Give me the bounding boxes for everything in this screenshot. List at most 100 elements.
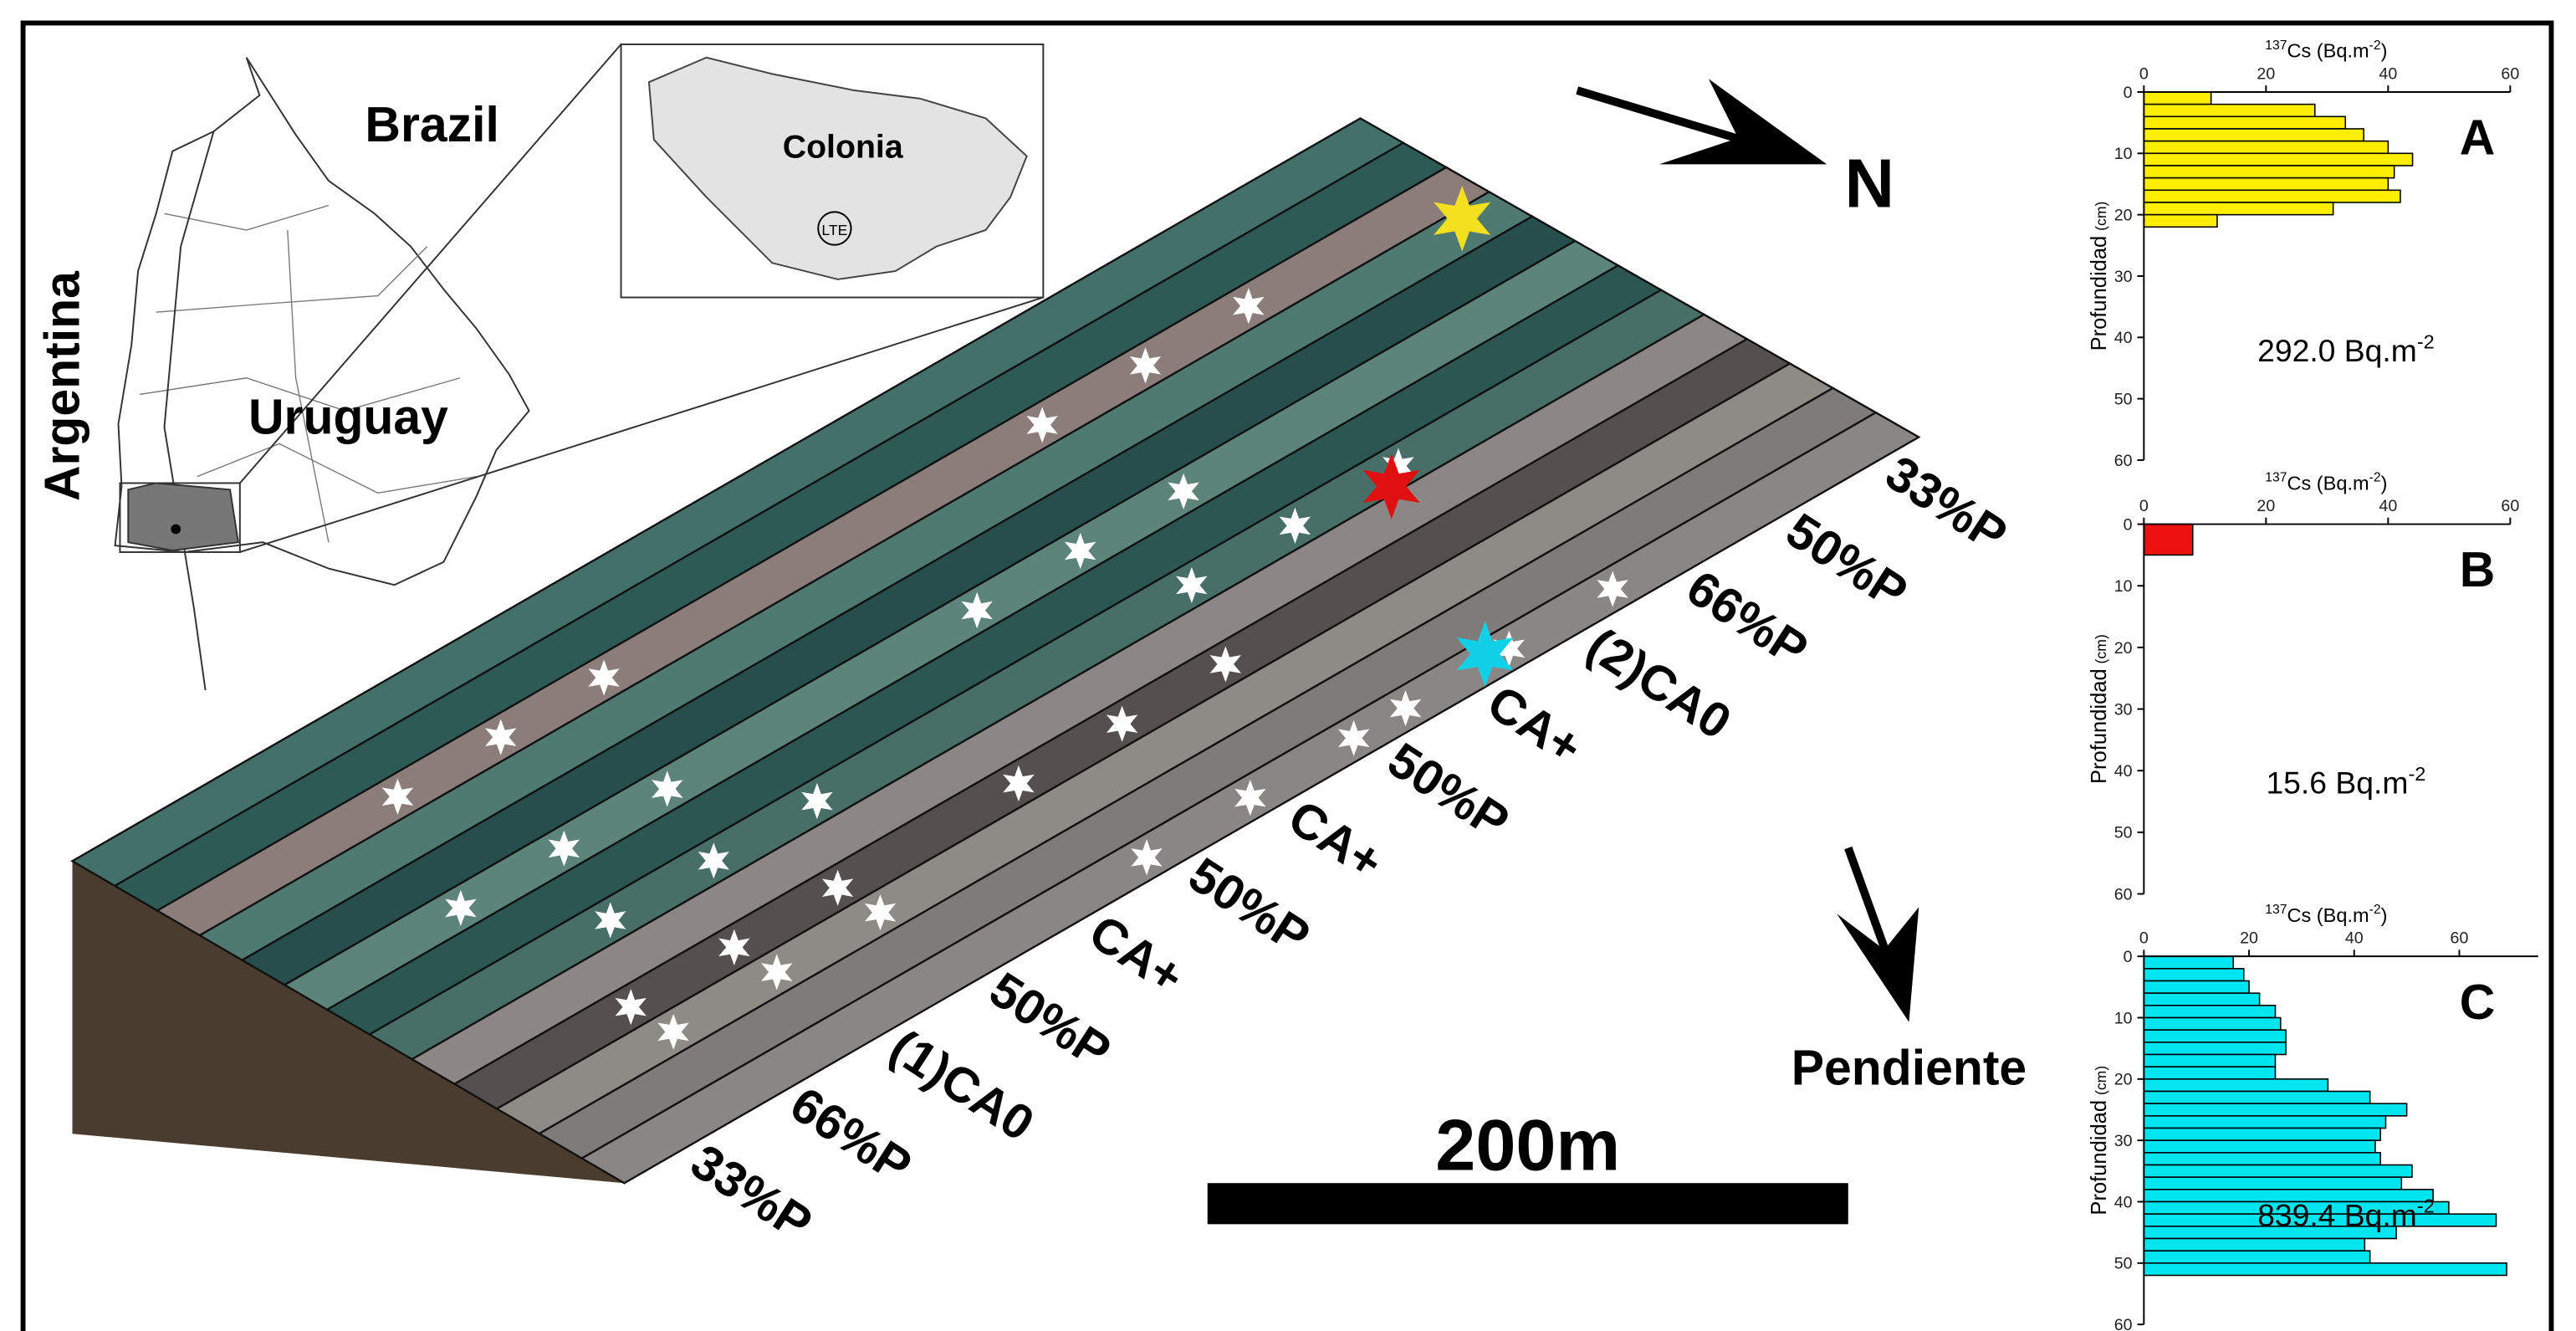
- site-dot: [171, 525, 181, 535]
- strip-label: CA+: [1080, 905, 1193, 1006]
- strip-label: 66%P: [1677, 561, 1817, 678]
- bar: [2144, 993, 2259, 1006]
- y-tick-label: 30: [2114, 268, 2133, 286]
- x-axis-label: 137Cs (Bq.m-2): [2265, 38, 2387, 62]
- bar: [2144, 1238, 2364, 1251]
- label-main: Profundidad: [2088, 668, 2111, 784]
- bar: [2144, 153, 2412, 166]
- x-tick-label: 0: [2139, 929, 2149, 947]
- bar: [2144, 1067, 2275, 1079]
- x-axis-label: 137Cs (Bq.m-2): [2265, 903, 2387, 926]
- panel-letter: A: [2460, 111, 2496, 166]
- label-main: ): [2381, 40, 2388, 62]
- bar: [2144, 116, 2345, 129]
- bar: [2144, 1116, 2385, 1129]
- label-unit: (cm): [2093, 1066, 2109, 1095]
- figure: LTE Colonia Brazil Argentina Uruguay 33%…: [0, 0, 2576, 1331]
- y-tick-label: 30: [2114, 1132, 2133, 1150]
- scale-label: 200m: [1435, 1106, 1620, 1186]
- bar: [2144, 1017, 2280, 1030]
- y-tick-label: 60: [2114, 1316, 2133, 1331]
- colonia-small: [128, 483, 238, 550]
- label-unit: (cm): [2093, 634, 2109, 663]
- bar: [2144, 525, 2192, 555]
- strip-label: 50%P: [1179, 847, 1319, 965]
- bar: [2144, 141, 2388, 154]
- x-tick-label: 0: [2139, 497, 2149, 515]
- bar: [2144, 202, 2333, 215]
- strip-label: 33%P: [1876, 446, 2016, 563]
- y-tick-label: 10: [2114, 1009, 2133, 1027]
- label-sup: 137: [2265, 471, 2287, 485]
- x-tick-label: 20: [2240, 929, 2258, 947]
- bar: [2144, 1054, 2275, 1067]
- label-main: ): [2381, 904, 2388, 926]
- bar: [2144, 92, 2211, 105]
- strip-label: 50%P: [1776, 503, 1916, 620]
- label-sup: -2: [2369, 471, 2381, 485]
- y-tick-label: 30: [2114, 700, 2133, 719]
- y-tick-label: 10: [2114, 145, 2133, 163]
- bar: [2144, 956, 2233, 969]
- label-sup: -2: [2369, 38, 2381, 53]
- x-tick-label: 20: [2257, 64, 2275, 83]
- bar: [2144, 105, 2314, 117]
- charts: 02040600102030405060137Cs (Bq.m-2)Profun…: [2088, 38, 2538, 1331]
- y-tick-label: 10: [2114, 577, 2133, 596]
- country-label: Uruguay: [248, 391, 448, 445]
- y-tick-label: 20: [2114, 1071, 2133, 1089]
- x-tick-label: 40: [2379, 497, 2397, 515]
- strip-label: 50%P: [980, 962, 1120, 1079]
- label-sup: -2: [2369, 903, 2381, 917]
- label-main: Profundidad: [2088, 236, 2111, 351]
- strip-label: 66%P: [781, 1077, 921, 1194]
- x-tick-label: 20: [2257, 497, 2275, 515]
- bar: [2144, 1140, 2375, 1153]
- bar: [2144, 1153, 2380, 1165]
- x-tick-label: 60: [2451, 929, 2469, 947]
- bar: [2144, 1128, 2380, 1140]
- strip-label: 50%P: [1378, 733, 1518, 850]
- total-label: 15.6 Bq.m-2: [2266, 763, 2425, 801]
- y-tick-label: 50: [2114, 391, 2133, 409]
- country-label: Brazil: [365, 98, 498, 152]
- bar: [2144, 1042, 2286, 1055]
- y-tick-label: 40: [2114, 329, 2133, 347]
- strip-label: (2)CA0: [1577, 618, 1740, 750]
- strip-label: CA+: [1279, 790, 1393, 890]
- bar: [2144, 1103, 2406, 1116]
- label-main: 292.0 Bq.m: [2257, 333, 2417, 368]
- bar: [2144, 190, 2400, 202]
- x-tick-label: 0: [2139, 64, 2149, 83]
- x-tick-label: 40: [2345, 929, 2364, 947]
- label-sup: -2: [2417, 1195, 2435, 1217]
- y-tick-label: 50: [2114, 1255, 2133, 1273]
- country-label: Argentina: [35, 270, 89, 501]
- label-sup: 137: [2265, 903, 2287, 917]
- y-tick-label: 20: [2114, 639, 2133, 658]
- label-main: Profundidad: [2088, 1100, 2111, 1216]
- bar: [2144, 1006, 2275, 1018]
- y-tick-label: 20: [2114, 207, 2133, 225]
- label-main: Cs (Bq.m: [2287, 40, 2369, 62]
- label-main: 839.4 Bq.m: [2257, 1197, 2417, 1232]
- y-axis-label: Profundidad (cm): [2088, 634, 2111, 784]
- strip-label: CA+: [1478, 675, 1592, 776]
- scale-bar: [1208, 1183, 1848, 1224]
- north-label: N: [1845, 145, 1895, 222]
- y-tick-label: 60: [2114, 452, 2133, 470]
- slope-label: Pendiente: [1791, 1041, 2027, 1095]
- bar: [2144, 215, 2217, 228]
- label-sup: -2: [2417, 330, 2435, 352]
- panel-letter: B: [2460, 543, 2496, 597]
- y-axis-label: Profundidad (cm): [2088, 202, 2111, 351]
- x-tick-label: 60: [2501, 64, 2519, 83]
- y-tick-label: 40: [2114, 762, 2133, 781]
- strip-label: 33%P: [682, 1134, 821, 1252]
- label-unit: (cm): [2093, 202, 2109, 231]
- bar: [2144, 1263, 2507, 1276]
- y-tick-label: 0: [2124, 84, 2133, 102]
- label-main: Cs (Bq.m: [2287, 904, 2369, 926]
- y-tick-label: 0: [2124, 948, 2133, 966]
- x-tick-label: 60: [2501, 497, 2519, 515]
